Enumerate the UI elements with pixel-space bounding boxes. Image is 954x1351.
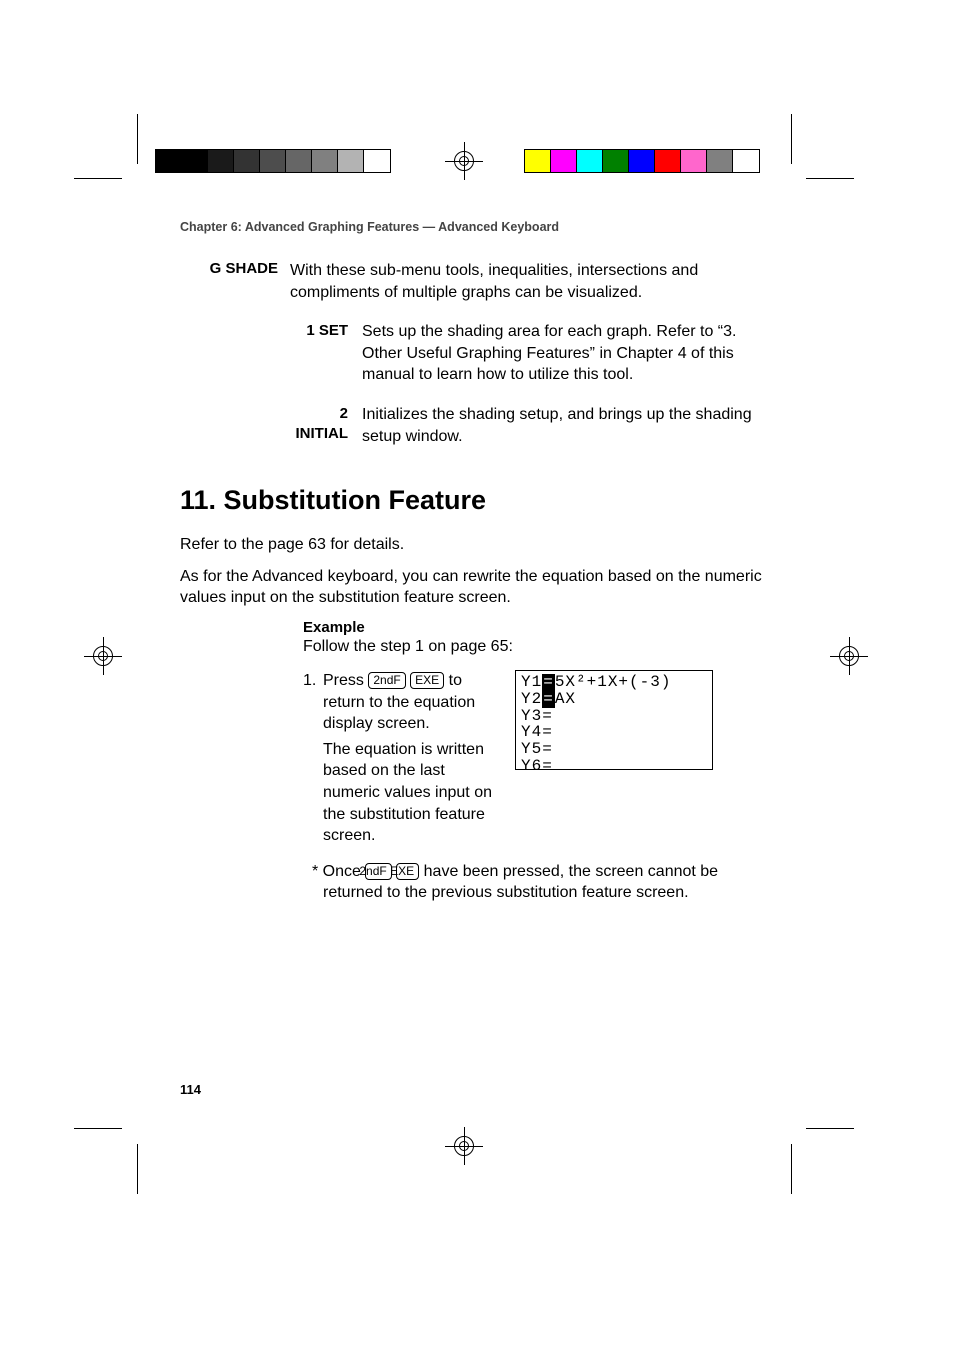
page-content: Chapter 6: Advanced Graphing Features — …: [180, 220, 780, 904]
registration-mark-icon: [451, 148, 477, 174]
crop-mark: [806, 1128, 854, 1129]
registration-mark-icon: [451, 1133, 477, 1159]
step-text-pre: Press: [323, 672, 368, 689]
crop-mark: [137, 1144, 138, 1194]
example-step-row: 1. Press 2ndF EXE to return to the equat…: [303, 670, 780, 847]
gshade-item-label: 2 INITIAL: [290, 404, 362, 447]
step-text-continued: The equation is written based on the las…: [323, 739, 503, 847]
crop-mark: [806, 178, 854, 179]
calculator-screen: Y1=5X²+1X+(-3)Y2=AXY3=Y4=Y5=Y6=: [515, 670, 713, 770]
crop-mark: [74, 1128, 122, 1129]
page-number: 114: [180, 1082, 201, 1097]
keycap-2ndf: 2ndF: [365, 863, 391, 880]
gshade-item-label: 1 SET: [290, 321, 362, 386]
body-paragraph: Refer to the page 63 for details.: [180, 534, 780, 556]
chapter-running-head: Chapter 6: Advanced Graphing Features — …: [180, 220, 780, 234]
crop-mark: [137, 114, 138, 164]
step-number: 1.: [303, 670, 323, 692]
example-footnote: * Once 2ndF EXE have been pressed, the s…: [323, 861, 780, 904]
crop-mark: [791, 1144, 792, 1194]
keycap-2ndf: 2ndF: [368, 672, 405, 689]
body-paragraph: As for the Advanced keyboard, you can re…: [180, 566, 780, 609]
keycap-exe: EXE: [396, 863, 419, 880]
gshade-term: G SHADE: [180, 260, 290, 447]
registration-mark-icon: [90, 643, 116, 669]
gshade-item-text: Initializes the shading setup, and bring…: [362, 404, 780, 447]
color-calibration-bar: [525, 150, 759, 172]
gshade-block: G SHADE With these sub-menu tools, inequ…: [180, 260, 780, 447]
example-block: Example Follow the step 1 on page 65: 1.…: [303, 619, 780, 904]
crop-mark: [791, 114, 792, 164]
gshade-item-text: Sets up the shading area for each graph.…: [362, 321, 780, 386]
gshade-item-initial: 2 INITIAL Initializes the shading setup,…: [290, 404, 780, 447]
keycap-exe: EXE: [410, 672, 444, 689]
gshade-item-set: 1 SET Sets up the shading area for each …: [290, 321, 780, 386]
grayscale-calibration-bar: [156, 150, 390, 172]
example-subheading: Follow the step 1 on page 65:: [303, 638, 780, 656]
footnote-pre: * Once: [312, 863, 365, 880]
example-heading: Example: [303, 619, 780, 636]
example-step-text: 1. Press 2ndF EXE to return to the equat…: [303, 670, 503, 847]
registration-mark-icon: [836, 643, 862, 669]
gshade-description: With these sub-menu tools, inequalities,…: [290, 262, 698, 301]
section-title: 11. Substitution Feature: [180, 485, 780, 516]
crop-mark: [74, 178, 122, 179]
